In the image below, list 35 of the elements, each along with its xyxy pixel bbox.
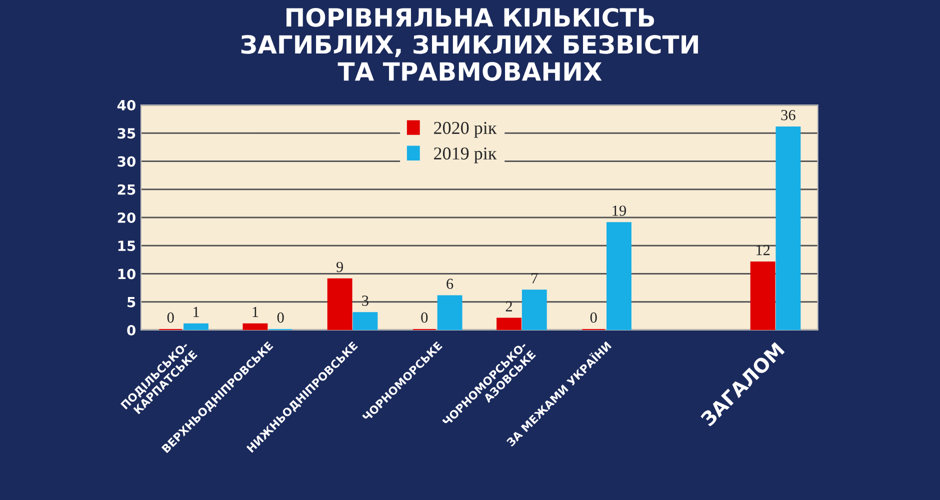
bar <box>327 278 352 330</box>
data-label: 2 <box>506 301 512 312</box>
y-tick-label: 35 <box>118 128 136 139</box>
legend-label: 2020 рік <box>434 122 497 138</box>
y-tick-label: 40 <box>117 100 136 110</box>
y-tick-label: 15 <box>118 240 136 252</box>
y-tick-label: 20 <box>118 212 136 223</box>
data-label: 36 <box>781 110 796 120</box>
y-tick-label: 5 <box>128 297 136 308</box>
legend-label: 2019 рік <box>434 147 497 164</box>
data-label: 0 <box>590 312 597 323</box>
data-label: 0 <box>421 312 428 323</box>
data-label: 1 <box>252 306 258 317</box>
y-tick-label: 25 <box>118 184 136 195</box>
bar <box>242 323 268 330</box>
y-tick-label: 10 <box>118 268 136 280</box>
bar <box>522 290 547 330</box>
chart-title: ПОРІВНЯЛЬНА КІЛЬКІСТЬ ЗАГИБЛИХ, ЗНИКЛИХ БЕЗВІСТИ ТА ТРАВМОВАНИХ <box>241 8 698 81</box>
bar <box>437 295 462 330</box>
data-label: 1 <box>194 306 199 317</box>
data-label: 12 <box>756 244 770 256</box>
data-label: 6 <box>446 278 454 289</box>
data-label: 9 <box>336 262 344 272</box>
data-label: 0 <box>167 312 174 323</box>
bar <box>776 126 801 330</box>
data-label: 0 <box>277 312 284 323</box>
bar <box>606 222 632 330</box>
data-label: 7 <box>532 273 538 284</box>
y-tick-label: 30 <box>118 156 136 167</box>
bar <box>496 318 522 330</box>
y-tick-label: 0 <box>127 324 136 336</box>
data-label: 19 <box>612 206 626 216</box>
bar <box>184 323 208 330</box>
bar <box>750 261 776 330</box>
bar <box>352 312 378 330</box>
